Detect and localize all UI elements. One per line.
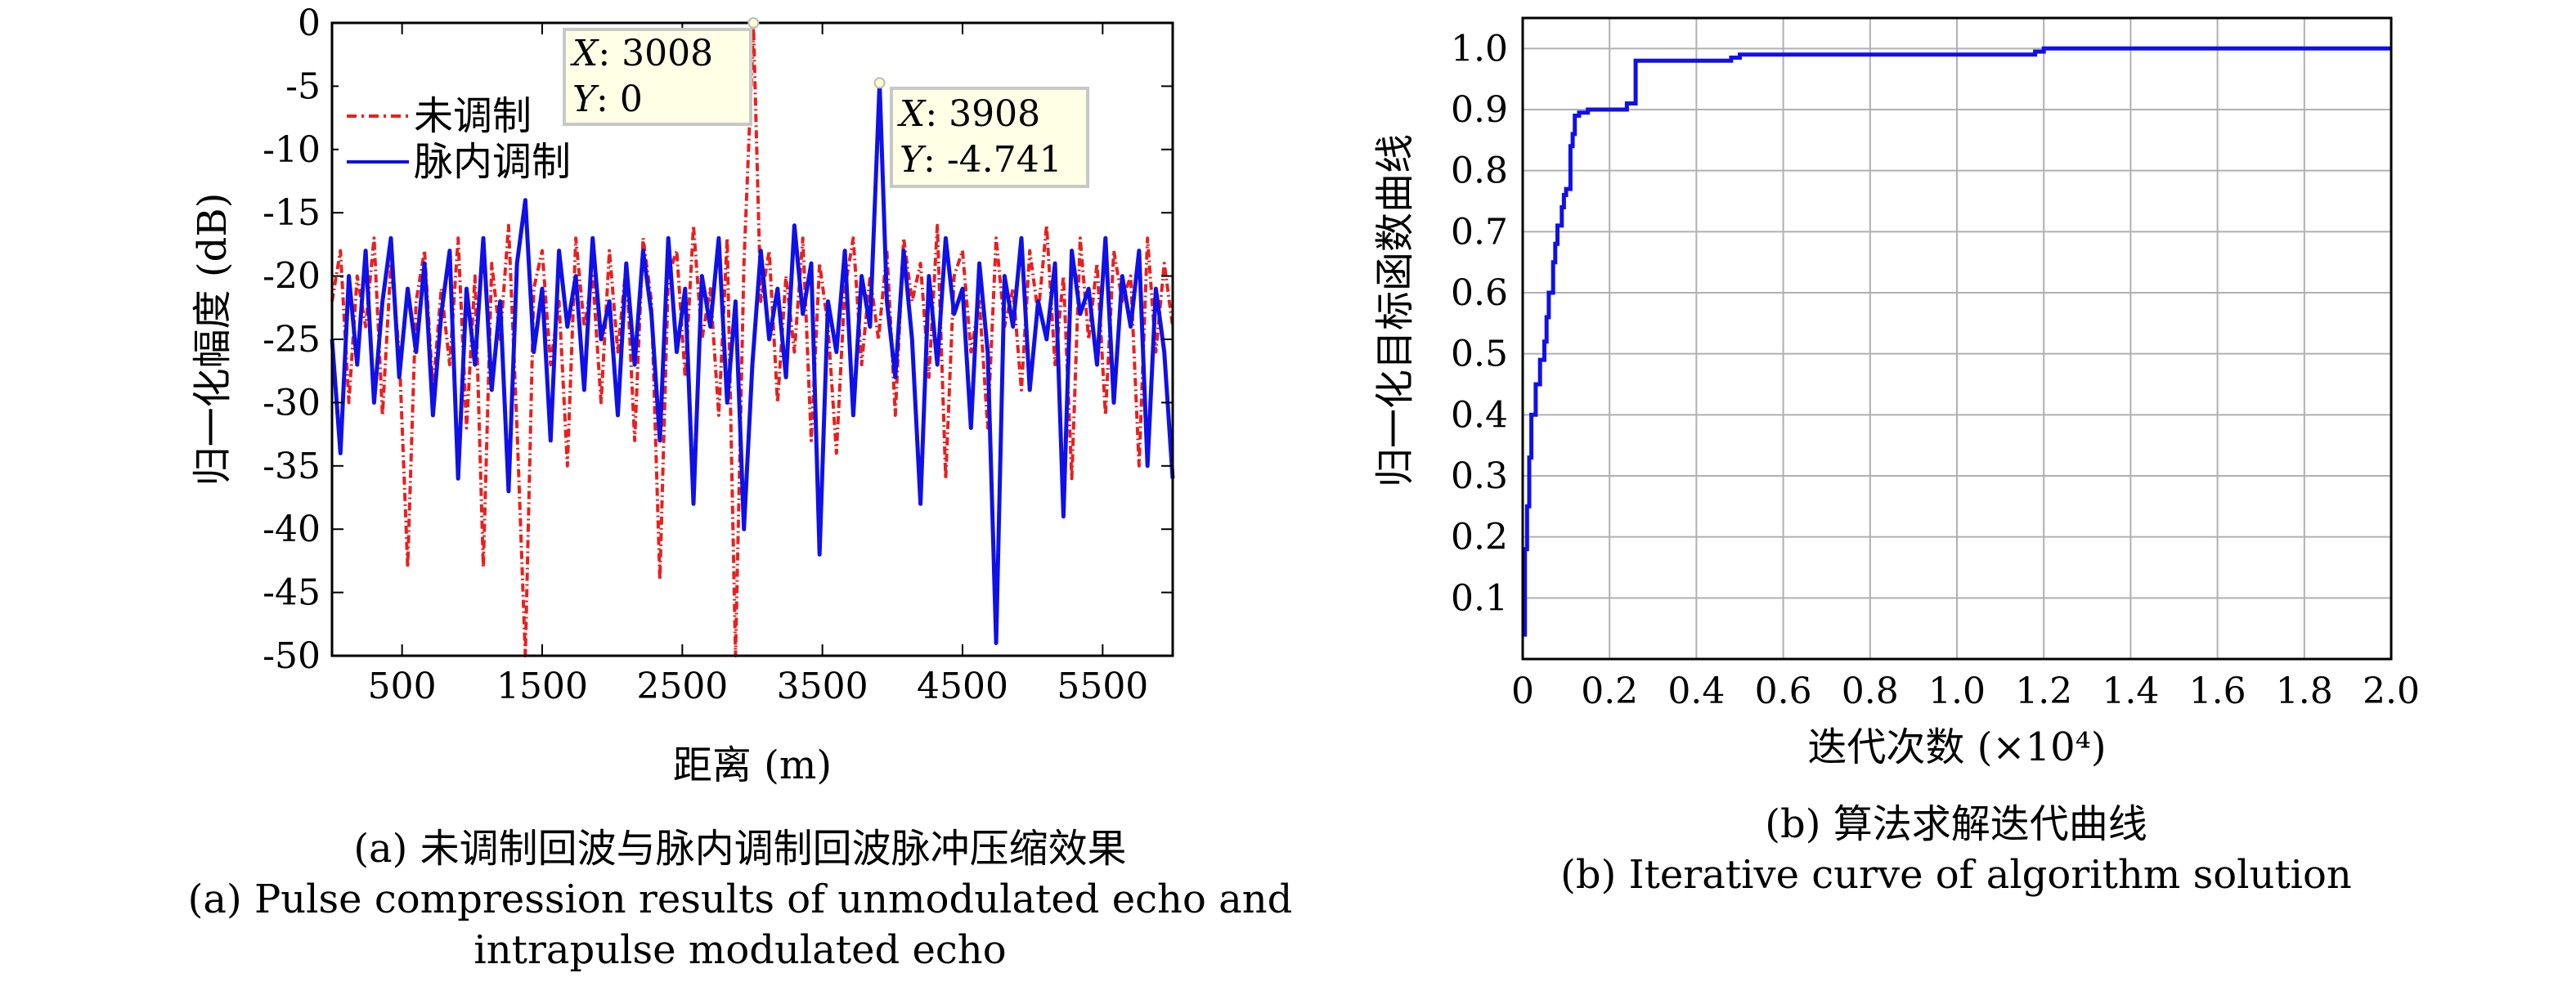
y-tick-label: 0.4 bbox=[1451, 394, 1508, 436]
y-tick-label: -15 bbox=[263, 192, 321, 234]
panel-a-caption-cn: (a) 未调制回波与脉内调制回波脉冲压缩效果 bbox=[353, 826, 1126, 872]
x-tick-label: 1.6 bbox=[2189, 670, 2246, 712]
x-tick-label: 0.4 bbox=[1667, 670, 1725, 712]
y-tick-label: -5 bbox=[285, 65, 321, 107]
x-tick-label: 0.2 bbox=[1581, 670, 1638, 712]
panel-b-ticks: 0 0.2 0.4 0.6 0.8 1.0 1.2 1.4 1.6 1.8 2.0 0.1 0.2 0.3… bbox=[1451, 28, 2420, 712]
y-tick-label: -40 bbox=[263, 509, 321, 550]
panel-a-plot-area bbox=[330, 25, 1175, 657]
panel-b-caption-en: (b) Iterative curve of algorithm solutio… bbox=[1560, 852, 2352, 898]
legend-box bbox=[339, 82, 594, 196]
datatip-1-box bbox=[563, 28, 752, 126]
datatip-1-marker bbox=[747, 17, 760, 29]
series-line-intrapulse bbox=[330, 80, 1175, 645]
y-tick-label: 0.5 bbox=[1451, 334, 1508, 375]
datatip-2-y: Y: -4.741 bbox=[900, 139, 1062, 181]
x-tick-label: 1500 bbox=[496, 666, 588, 707]
x-tick-label: 500 bbox=[368, 666, 437, 707]
x-tick-label: 1.2 bbox=[2015, 670, 2072, 712]
panel-b-ylabel: 归一化目标函数曲线 bbox=[1372, 134, 1418, 487]
x-tick-label: 1.8 bbox=[2276, 670, 2333, 712]
panel-a-legend: 未调制 脉内调制 bbox=[339, 82, 594, 196]
panel-a-ticks: 500 1500 2500 3500 4500 5500 0 -5 -10 -15 -20 -25 -3… bbox=[263, 2, 1173, 707]
x-tick-label: 4500 bbox=[917, 666, 1008, 707]
y-tick-label: -45 bbox=[263, 572, 321, 614]
panel-b-caption-cn: (b) 算法求解迭代曲线 bbox=[1765, 801, 2147, 847]
datatip-2: X: 3908 Y: -4.741 bbox=[873, 77, 1089, 188]
datatip-1: X: 3008 Y: 0 bbox=[563, 17, 760, 126]
x-tick-label: 2.0 bbox=[2363, 670, 2420, 712]
y-tick-label: 0.8 bbox=[1451, 150, 1508, 192]
y-tick-label: -30 bbox=[263, 382, 321, 424]
datatip-1-x: X: 3008 bbox=[570, 33, 713, 74]
x-tick-label: 5500 bbox=[1057, 666, 1148, 707]
panel-a-caption-en-2: intrapulse modulated echo bbox=[473, 927, 1006, 973]
legend-label-unmodulated: 未调制 bbox=[414, 93, 532, 139]
y-tick-label: -50 bbox=[263, 635, 321, 677]
y-tick-label: 0.9 bbox=[1451, 89, 1508, 131]
y-tick-label: 0.1 bbox=[1451, 577, 1508, 619]
y-tick-label: 0.6 bbox=[1451, 272, 1508, 314]
y-tick-label: 0.7 bbox=[1451, 211, 1508, 253]
panel-b-iteration-curve: 0 0.2 0.4 0.6 0.8 1.0 1.2 1.4 1.6 1.8 2.0 0.1 0.2 0.3… bbox=[1372, 16, 2420, 898]
panel-a-caption-en-1: (a) Pulse compression results of unmodul… bbox=[188, 877, 1293, 922]
y-tick-label: -10 bbox=[263, 129, 321, 171]
x-tick-label: 1.0 bbox=[1928, 670, 1986, 712]
x-tick-label: 0.6 bbox=[1755, 670, 1812, 712]
datatip-1-y: Y: 0 bbox=[572, 78, 643, 120]
x-tick-label: 3500 bbox=[777, 666, 868, 707]
datatip-2-marker bbox=[873, 77, 886, 89]
panel-a-pulse-compression: 500 1500 2500 3500 4500 5500 0 -5 -10 -15 -20 -25 -3… bbox=[188, 2, 1293, 973]
y-tick-label: -20 bbox=[263, 256, 321, 298]
objective-curve bbox=[1523, 46, 2391, 637]
y-tick-label: 0.3 bbox=[1451, 455, 1508, 497]
datatip-2-box bbox=[890, 87, 1089, 188]
x-tick-label: 1.4 bbox=[2102, 670, 2159, 712]
y-tick-label: 1.0 bbox=[1451, 28, 1508, 70]
y-tick-label: 0 bbox=[298, 2, 321, 44]
legend-label-intrapulse: 脉内调制 bbox=[414, 139, 571, 185]
y-tick-label: -35 bbox=[263, 446, 321, 487]
panel-b-axes-box bbox=[1521, 16, 2393, 661]
x-tick-label: 2500 bbox=[636, 666, 728, 707]
panel-a-xlabel: 距离 (m) bbox=[673, 742, 832, 788]
y-tick-label: -25 bbox=[263, 319, 321, 361]
panel-b-plot-area bbox=[1523, 46, 2391, 637]
x-tick-label: 0.8 bbox=[1842, 670, 1899, 712]
datatip-2-x: X: 3908 bbox=[897, 93, 1040, 135]
panel-b-xlabel: 迭代次数 (×10⁴) bbox=[1807, 724, 2106, 770]
x-tick-label: 0 bbox=[1511, 670, 1534, 712]
y-tick-label: 0.2 bbox=[1451, 517, 1508, 558]
panel-a-ylabel: 归一化幅度 (dB) bbox=[190, 193, 236, 487]
